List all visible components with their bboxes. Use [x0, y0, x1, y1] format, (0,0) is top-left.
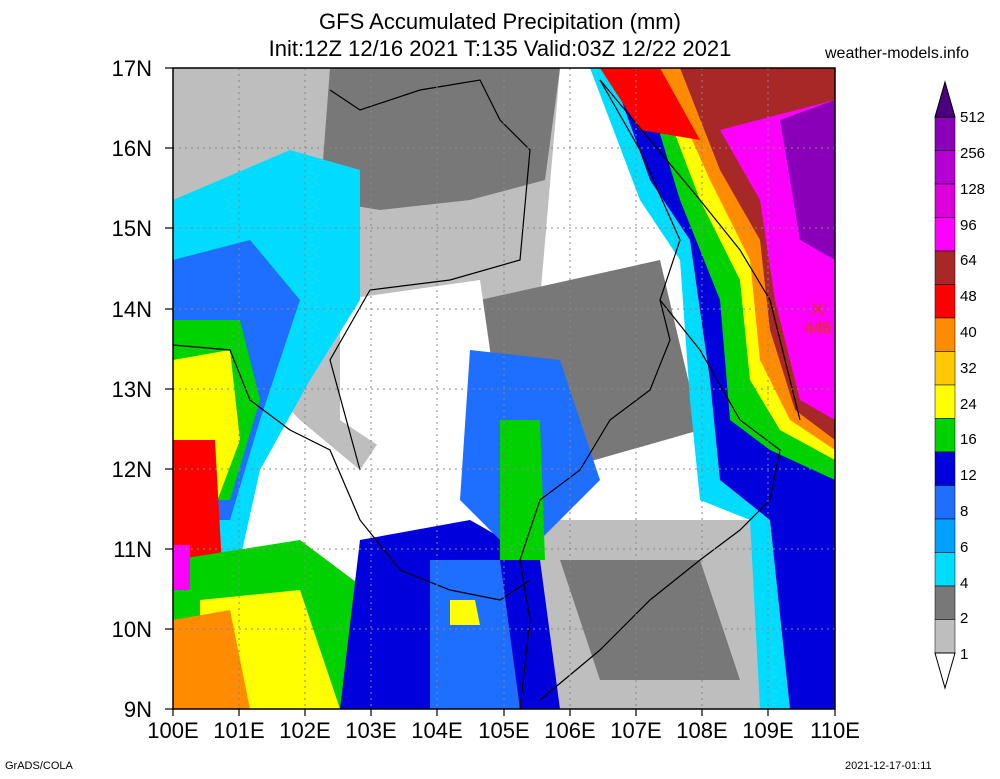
colorbar-label: 128	[960, 181, 986, 198]
colorbar-label: 64	[960, 252, 977, 269]
colorbar-label: 48	[960, 288, 977, 305]
max-marker-value: 446	[805, 320, 832, 337]
lon-label: 101E	[213, 718, 265, 743]
lon-label: 108E	[676, 718, 728, 743]
lat-label: 13N	[111, 377, 152, 402]
colorbar-label: 12	[960, 467, 977, 484]
lat-label: 14N	[111, 297, 152, 322]
footer-timestamp: 2021-12-17-01:11	[845, 760, 932, 772]
lon-label: 102E	[279, 718, 331, 743]
lat-label: 16N	[111, 136, 152, 161]
title-line-1: GFS Accumulated Precipitation (mm)	[319, 9, 681, 34]
lon-label: 107E	[610, 718, 662, 743]
lon-label: 100E	[147, 718, 199, 743]
lat-label: 10N	[111, 617, 152, 642]
lon-label: 103E	[345, 718, 397, 743]
lat-label: 9N	[123, 697, 152, 722]
colorbar-label: 2	[960, 610, 969, 627]
site-label: weather-models.info	[825, 45, 970, 62]
lat-label: 12N	[111, 457, 152, 482]
lat-label: 15N	[111, 216, 152, 241]
colorbar-label: 16	[960, 431, 977, 448]
colorbar-label: 24	[960, 396, 977, 413]
colorbar-label: 32	[960, 360, 977, 377]
lat-label: 17N	[111, 56, 152, 81]
colorbar-label: 1	[960, 646, 969, 663]
chart-title: GFS Accumulated Precipitation (mm) Init:…	[200, 8, 800, 62]
lon-label: 105E	[478, 718, 530, 743]
colorbar-label: 40	[960, 324, 977, 341]
colorbar-label: 4	[960, 575, 969, 592]
colorbar-label: 8	[960, 503, 969, 520]
colorbar-label: 6	[960, 539, 969, 556]
max-marker-icon: ✕	[810, 297, 827, 321]
footer-software: GrADS/COLA	[5, 760, 73, 772]
colorbar-label: 96	[960, 217, 977, 234]
lon-label: 106E	[544, 718, 596, 743]
lon-label: 104E	[411, 718, 463, 743]
lat-label: 11N	[113, 537, 152, 562]
colorbar-label: 512	[960, 109, 986, 126]
colorbar-label: 256	[960, 145, 986, 162]
lon-label: 110E	[810, 718, 860, 743]
lon-label: 109E	[742, 718, 794, 743]
title-line-2: Init:12Z 12/16 2021 T:135 Valid:03Z 12/2…	[268, 36, 732, 61]
